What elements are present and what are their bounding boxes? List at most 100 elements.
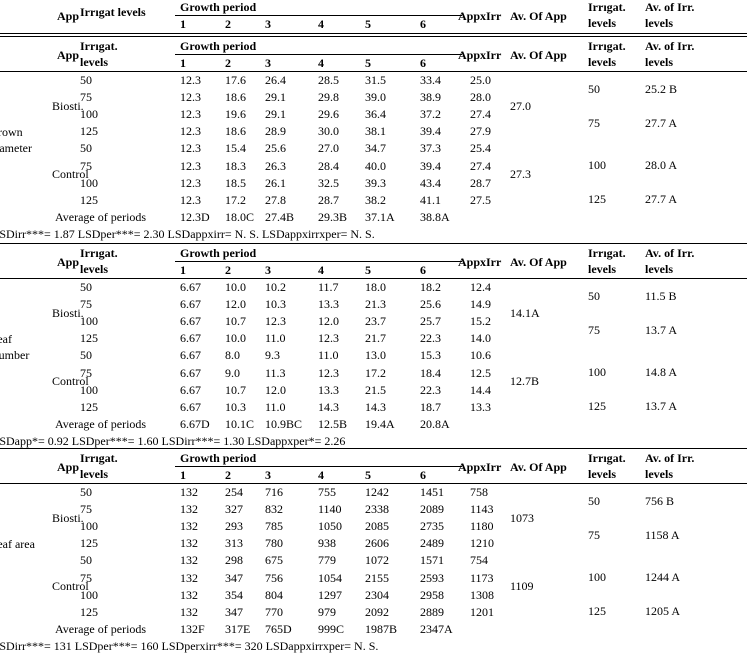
cell: 12.3 [180, 192, 201, 207]
cell: 254 [225, 485, 243, 499]
av-app: 14.1A [510, 305, 540, 320]
appxirr: 754 [470, 553, 488, 568]
cell: 29.1 [265, 90, 286, 105]
cell: 10.7 [225, 382, 246, 397]
irrigation-level: 125 [80, 604, 98, 619]
header-period: 5 [365, 468, 371, 482]
appxirr: 14.4 [470, 382, 491, 397]
header-appxirr: AppxIrr [458, 459, 502, 474]
cell: 26.1 [265, 175, 286, 190]
header-av-app: Av. Of App [510, 47, 567, 62]
cell: 26.3 [265, 158, 286, 173]
appxirr: 758 [470, 485, 488, 499]
header-period: 4 [318, 468, 324, 482]
cell: 15.4 [225, 141, 246, 156]
cell: 36.4 [365, 107, 386, 122]
average-value: 27.4B [265, 209, 295, 224]
cell: 770 [265, 604, 283, 619]
header-irrigation: Irrıgat. levels [80, 39, 118, 69]
average-label: Average of periods [55, 209, 147, 224]
average-value: 20.8A [420, 416, 450, 431]
rule [0, 278, 747, 279]
irrigation-level: 100 [80, 107, 98, 122]
group-name: Control [52, 374, 89, 389]
irr-level: 125 [588, 604, 606, 619]
av-irr: 25.2 B [645, 81, 678, 96]
header-app: App [57, 8, 80, 23]
cell: 12.3 [180, 124, 201, 139]
header-period: 3 [265, 468, 271, 482]
average-value: 999C [318, 621, 345, 636]
cell: 1072 [365, 553, 389, 568]
cell: 38.2 [365, 192, 386, 207]
average-value: 29.3B [318, 209, 348, 224]
row-label: Leaf Number [0, 331, 30, 362]
group-name: Biosti. [52, 305, 84, 320]
header-irrigation: Irrıgat. levels [80, 246, 118, 276]
cell: 1054 [318, 570, 342, 585]
header-irr-levels: Irrıgat. levels [588, 39, 626, 69]
cell: 6.67 [180, 280, 201, 294]
cell: 32.5 [318, 175, 339, 190]
rule [0, 243, 747, 244]
av-irr: 1244 A [645, 569, 681, 584]
appxirr: 1173 [470, 570, 494, 585]
cell: 2092 [365, 604, 389, 619]
cell: 39.0 [365, 90, 386, 105]
cell: 12.3 [265, 314, 286, 329]
appxirr: 12.4 [470, 280, 491, 294]
header-period: 3 [265, 263, 271, 277]
cell: 12.3 [318, 365, 339, 380]
cell: 39.4 [420, 158, 441, 173]
rule [0, 448, 747, 449]
appxirr: 14.0 [470, 331, 491, 346]
av-irr: 27.7 A [645, 115, 678, 130]
cell: 1140 [318, 502, 342, 517]
header-period: 5 [365, 17, 371, 31]
cell: 18.2 [420, 280, 441, 294]
appxirr: 27.4 [470, 158, 491, 173]
cell: 34.7 [365, 141, 386, 156]
header-irrigation: Irrıgat levels [80, 4, 146, 19]
cell: 9.0 [225, 365, 240, 380]
cell: 6.67 [180, 382, 201, 397]
cell: 17.2 [365, 365, 386, 380]
cell: 28.7 [318, 192, 339, 207]
header-av-app: Av. Of App [510, 254, 567, 269]
header-appxirr: AppxIrr [458, 8, 502, 23]
irrigation-level: 125 [80, 399, 98, 414]
cell: 25.6 [265, 141, 286, 156]
cell: 40.0 [365, 158, 386, 173]
cell: 11.3 [265, 365, 286, 380]
cell: 38.9 [420, 90, 441, 105]
appxirr: 25.4 [470, 141, 491, 156]
irrigation-level: 100 [80, 175, 98, 190]
cell: 11.0 [265, 331, 286, 346]
group-name: Control [52, 579, 89, 594]
cell: 30.0 [318, 124, 339, 139]
header-av-app: Av. Of App [510, 459, 567, 474]
cell: 10.3 [265, 297, 286, 312]
header-period: 5 [365, 56, 371, 70]
header-irrigation: Irrıgat. levels [80, 451, 118, 481]
irrigation-level: 75 [80, 570, 92, 585]
cell: 25.6 [420, 297, 441, 312]
row-label: Crown diameter [0, 124, 32, 155]
header-av-irr: Av. of Irr. levels [645, 451, 695, 481]
cell: 2735 [420, 519, 444, 534]
cell: 29.1 [265, 107, 286, 122]
cell: 18.4 [420, 365, 441, 380]
irr-level: 50 [588, 81, 600, 96]
cell: 293 [225, 519, 243, 534]
appxirr: 10.6 [470, 348, 491, 363]
average-value: 317E [225, 621, 251, 636]
cell: 39.4 [420, 124, 441, 139]
cell: 132 [180, 587, 198, 602]
rule [175, 261, 462, 262]
cell: 354 [225, 587, 243, 602]
cell: 17.2 [225, 192, 246, 207]
header-period: 6 [420, 17, 426, 31]
header-app: App [57, 47, 80, 62]
av-app: 12.7B [510, 374, 540, 389]
